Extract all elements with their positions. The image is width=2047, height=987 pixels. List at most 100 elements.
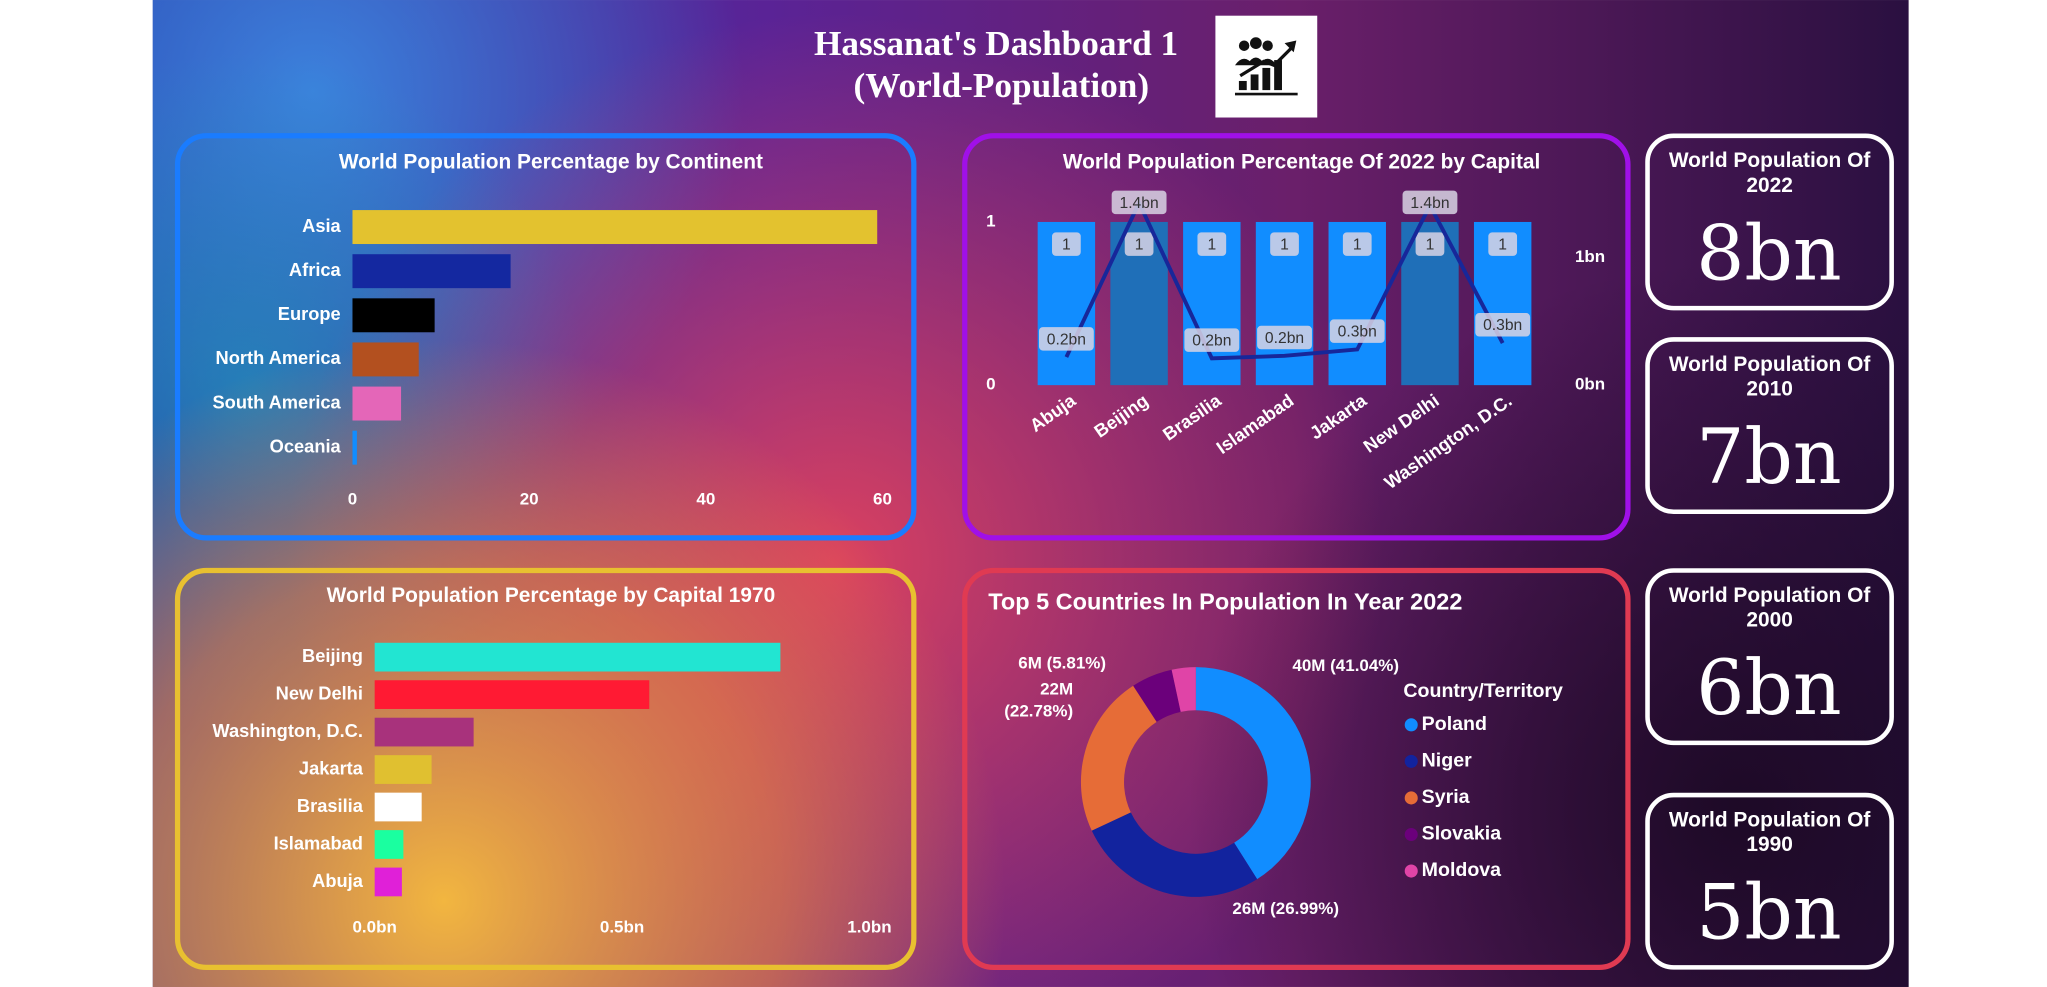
chart-title: World Population Percentage by Continent	[339, 151, 763, 174]
category-label: Asia	[302, 215, 341, 236]
background-glow	[152, 0, 1909, 987]
kpi-value: 7bn	[1696, 413, 1841, 501]
line-value-label: 0.3bn	[1338, 324, 1377, 341]
kpi-card	[1645, 792, 1894, 970]
header-icon	[1215, 15, 1318, 118]
x-tick-label: 0	[348, 490, 357, 509]
donut-slice	[1080, 685, 1157, 831]
bar	[352, 210, 878, 245]
x-tick-label: 20	[520, 490, 539, 509]
category-label: South America	[212, 391, 341, 412]
line-value-label-box	[1038, 327, 1094, 351]
kpi-card	[1645, 568, 1894, 746]
kpi-card	[1645, 133, 1894, 311]
donut-slice	[1195, 667, 1311, 880]
category-label: Abuja	[312, 870, 364, 891]
line-value-label-box	[1475, 313, 1531, 337]
bar	[374, 680, 650, 709]
bar-value-label: 1	[1135, 237, 1144, 254]
dashboard-title: Hassanat's Dashboard 1	[814, 24, 1178, 63]
bar	[352, 386, 402, 421]
bar-value-label-box	[1488, 232, 1518, 256]
line-value-label-box	[1329, 319, 1385, 343]
bar-value-label: 1	[1062, 237, 1071, 254]
legend-label: Moldova	[1422, 859, 1503, 881]
category-label: Washington, D.C.	[212, 720, 363, 741]
bar	[352, 254, 511, 289]
line-value-label: 1.4bn	[1410, 195, 1449, 212]
line-value-label-box	[1111, 190, 1167, 215]
legend-label: Poland	[1422, 713, 1487, 735]
legend-label: Niger	[1422, 750, 1472, 772]
bar	[352, 298, 435, 333]
legend-label: Slovakia	[1422, 823, 1503, 845]
panel	[962, 567, 1631, 971]
kpi-title: World Population Of 1990	[1668, 809, 1871, 857]
legend-title: Country/Territory	[1403, 680, 1563, 702]
bar	[374, 830, 404, 859]
x-tick-label: 0.5bn	[600, 918, 644, 937]
chart-title: World Population Percentage Of 2022 by C…	[1063, 151, 1541, 174]
bar	[374, 867, 402, 897]
category-label: Islamabad	[274, 832, 363, 853]
chart-title: Top 5 Countries In Population In Year 20…	[988, 588, 1462, 614]
kpi-value: 8bn	[1696, 209, 1841, 297]
kpi-card	[1645, 337, 1894, 515]
data-label-box: 6M (5.81%)	[1018, 652, 1107, 673]
bar-value-label-box	[1342, 232, 1372, 256]
bar-value-label: 1	[1280, 237, 1289, 254]
bar-value-label-box	[1124, 232, 1154, 256]
donut-slice	[1133, 669, 1181, 722]
kpi-title-box: World Population Of 2022	[1669, 150, 1871, 197]
dashboard-title: (World-Population)	[854, 66, 1150, 105]
line-value-label-box	[1257, 325, 1312, 350]
bar-value-label: 1	[1498, 237, 1507, 254]
y-tick-label: 0	[986, 375, 995, 394]
legend-marker	[1404, 791, 1418, 805]
line-value-label: 0.2bn	[1192, 333, 1231, 350]
category-label: Europe	[278, 303, 341, 324]
category-label: North America	[216, 347, 342, 368]
bar-value-label-box	[1415, 232, 1445, 256]
line-value-label: 1.4bn	[1120, 195, 1159, 212]
bar-value-label: 1	[1426, 237, 1435, 254]
line-value-label: 0.2bn	[1047, 331, 1086, 348]
data-label-box: 40M (41.04%)	[1292, 655, 1400, 675]
x-tick-label: 0.0bn	[353, 918, 397, 937]
donut-slice	[1091, 812, 1258, 897]
kpi-title-box: World Population Of 1990	[1668, 809, 1871, 857]
bar-value-label-box	[1270, 232, 1299, 256]
data-label-box: 22M (22.78%)	[1004, 678, 1074, 721]
bar	[374, 642, 781, 672]
chart-title: World Population Percentage by Capital 1…	[327, 584, 776, 607]
category-label: Jakarta	[299, 757, 364, 778]
legend-marker	[1404, 864, 1418, 878]
bar	[352, 342, 419, 377]
line-value-label: 0.2bn	[1265, 330, 1304, 347]
category-label: New Delhi	[276, 682, 363, 703]
y2-tick-label: 0bn	[1575, 375, 1605, 394]
legend-marker	[1404, 718, 1418, 732]
line-value-label-box	[1184, 328, 1240, 352]
category-label: Africa	[289, 259, 342, 280]
category-label: Brasilia	[297, 795, 364, 816]
panel	[174, 133, 917, 541]
y-tick-label: 1	[986, 211, 995, 230]
line-value-label: 0.3bn	[1483, 317, 1522, 334]
bar-value-label: 1	[1207, 237, 1216, 254]
legend-marker	[1404, 827, 1418, 842]
data-label: 40M (41.04%)	[1292, 655, 1400, 675]
bar	[374, 717, 474, 747]
data-label: 6M (5.81%)	[1018, 652, 1107, 673]
panel	[962, 133, 1631, 541]
data-label-box: 26M (26.99%)	[1232, 898, 1339, 918]
bar	[374, 792, 422, 822]
kpi-value: 5bn	[1696, 869, 1841, 957]
category-label: Beijing	[302, 645, 363, 666]
legend-marker	[1404, 754, 1418, 768]
x-tick-label: 40	[696, 490, 715, 509]
y2-tick-label: 1bn	[1575, 247, 1605, 266]
data-label: 22M (22.78%)	[1004, 678, 1074, 721]
